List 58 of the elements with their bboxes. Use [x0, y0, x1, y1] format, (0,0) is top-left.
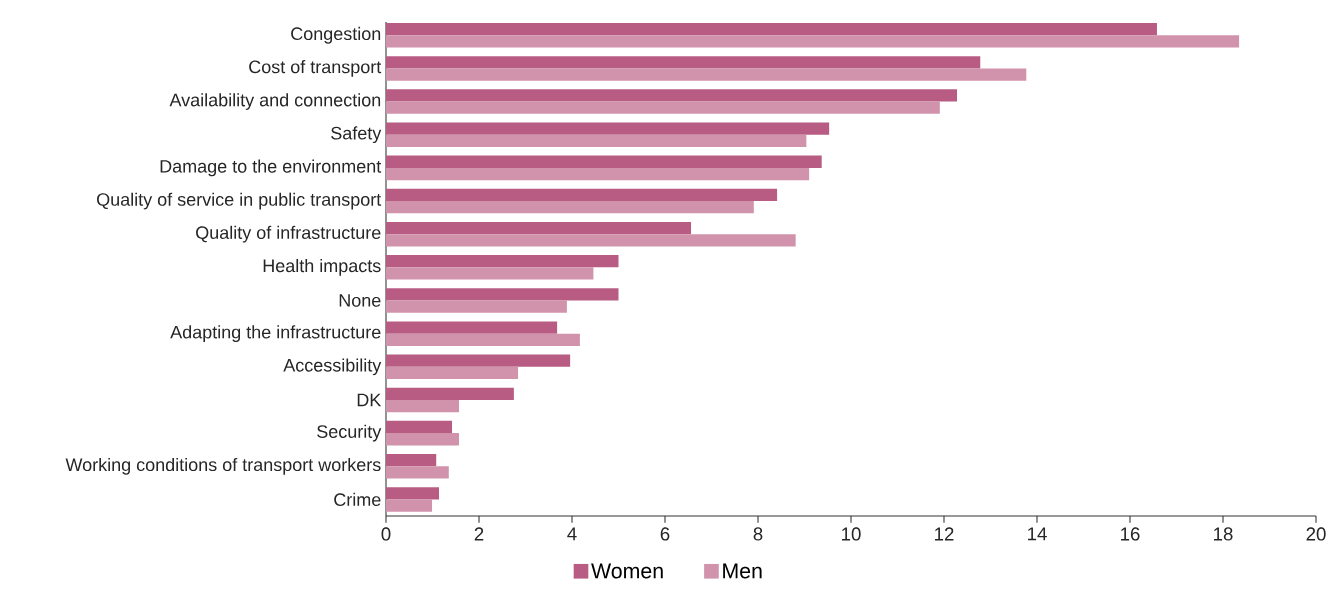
bar — [386, 399, 460, 413]
bar — [386, 454, 437, 467]
y-tick-label: Accessibility — [283, 358, 382, 376]
y-tick-label: Availability and connection — [169, 93, 381, 110]
x-tick-label: 2 — [474, 527, 484, 541]
x-tick-label: 10 — [842, 527, 861, 541]
bar — [386, 35, 1240, 48]
y-tick-label: DK — [357, 393, 382, 407]
bar — [386, 56, 981, 69]
bar — [386, 487, 440, 500]
x-tick-label: 8 — [753, 527, 763, 541]
bar — [386, 201, 754, 214]
bar — [386, 68, 1027, 81]
y-tick-label: Adapting the infrastructure — [170, 325, 381, 343]
bar — [386, 267, 594, 280]
x-tick-label: 4 — [567, 527, 577, 541]
y-tick-label: Crime — [334, 492, 381, 507]
bar — [386, 354, 571, 367]
bar — [386, 122, 830, 135]
bar — [386, 321, 558, 334]
bar — [386, 101, 940, 114]
bar — [386, 288, 619, 301]
bar — [386, 155, 822, 168]
y-tick-label: Security — [317, 424, 382, 442]
x-tick-label: 14 — [1028, 527, 1047, 541]
bar — [386, 234, 796, 247]
bar — [386, 333, 580, 346]
bar — [386, 221, 692, 235]
bar — [386, 300, 567, 313]
x-tick-label: 12 — [935, 527, 954, 541]
x-tick-label: 16 — [1121, 527, 1140, 541]
bar — [386, 466, 449, 479]
y-tick-label: Quality of service in public transport — [97, 192, 382, 210]
y-tick-label: Quality of infrastructure — [196, 225, 381, 243]
y-tick-label: Congestion — [291, 26, 381, 44]
y-tick-label: Health impacts — [263, 258, 381, 276]
y-tick-label: Safety — [331, 126, 382, 144]
y-tick-label: Cost of transport — [249, 60, 382, 77]
y-tick-label: Damage to the environment — [160, 159, 382, 177]
bar — [386, 366, 519, 380]
x-tick-label: 6 — [660, 527, 670, 541]
bar — [386, 499, 433, 512]
legend-label: Women — [591, 563, 663, 579]
bar — [386, 89, 958, 102]
bar — [386, 420, 453, 434]
legend-label: Men — [723, 563, 762, 579]
bar — [386, 387, 514, 400]
x-tick-label: 0 — [381, 527, 391, 541]
x-tick-label: 20 — [1306, 527, 1326, 541]
bar — [386, 433, 460, 446]
bar — [386, 23, 1157, 36]
y-tick-label: None — [339, 294, 381, 307]
bar — [386, 188, 778, 202]
bar — [386, 255, 619, 268]
y-tick-label: Working conditions of transport workers — [65, 457, 381, 475]
bar — [386, 134, 807, 147]
bar — [386, 167, 810, 181]
x-tick-label: 18 — [1214, 527, 1233, 541]
